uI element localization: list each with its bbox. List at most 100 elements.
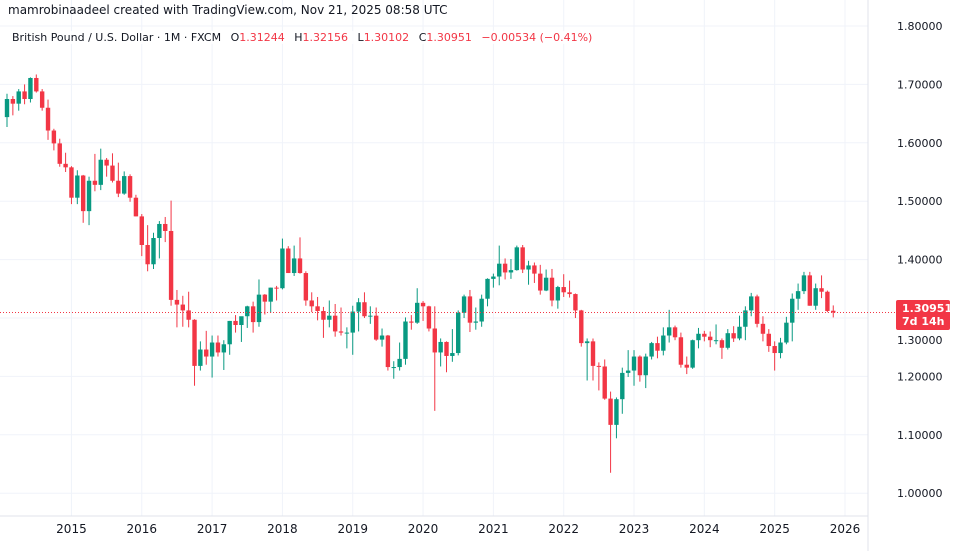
candle-body [309, 300, 314, 307]
candle-body [579, 310, 584, 344]
candle-body [456, 312, 461, 354]
y-tick-label: 1.00000 [897, 487, 943, 500]
candle-body [432, 328, 437, 353]
candle-body [332, 315, 338, 332]
candle-body [538, 273, 543, 291]
candle-body [461, 296, 467, 313]
candle-body [92, 180, 98, 185]
candle-body [186, 310, 191, 320]
candle-body [708, 336, 713, 341]
candle-body [344, 332, 350, 334]
candle-body [180, 304, 185, 311]
open-value: 1.31244 [239, 31, 285, 44]
candle-body [362, 302, 367, 317]
y-tick-label: 1.70000 [897, 78, 943, 91]
candle-body [157, 223, 162, 238]
candle-body [573, 294, 578, 311]
y-tick-label: 1.20000 [897, 370, 943, 383]
candle-body [444, 341, 449, 356]
candle-body [28, 77, 33, 99]
candle-body [678, 337, 684, 365]
candle-body [590, 341, 596, 366]
candle-body [725, 333, 730, 348]
candle-body [438, 341, 443, 353]
candle-body [473, 321, 478, 323]
candle-body [104, 159, 109, 166]
last-price-value: 1.30951 [902, 302, 953, 315]
candle-body [127, 176, 133, 198]
candle-body [502, 263, 508, 273]
candle-body [403, 321, 408, 359]
candle-body [690, 340, 695, 368]
symbol-name[interactable]: British Pound / U.S. Dollar · 1M · FXCM [12, 31, 222, 44]
candle-body [192, 319, 197, 366]
candle-body [778, 342, 783, 354]
candle-body [151, 237, 156, 265]
candle-body [813, 288, 818, 306]
candle-body [379, 335, 385, 340]
candle-body [303, 273, 309, 301]
candle-body [39, 91, 45, 108]
candle-body [198, 349, 203, 366]
high-value: 1.32156 [302, 31, 349, 44]
candle-body [450, 353, 455, 356]
candle-body [655, 343, 660, 351]
y-tick-label: 1.50000 [897, 195, 943, 208]
candle-body [250, 306, 256, 323]
candle-body [4, 99, 10, 118]
candle-body [385, 335, 391, 368]
candle-body [321, 310, 326, 320]
candle-body [315, 306, 320, 311]
candle-body [749, 296, 754, 311]
close-label: C [418, 31, 427, 44]
candle-body [145, 245, 150, 265]
candle-body [608, 398, 613, 425]
candle-body [520, 247, 525, 270]
candle-body [485, 278, 490, 299]
candle-body [75, 175, 80, 198]
candle-body [801, 275, 807, 292]
candle-body [614, 399, 619, 425]
candle-body [297, 258, 303, 274]
candle-body [174, 299, 180, 305]
candle-body [373, 315, 379, 340]
candle-body [555, 287, 561, 301]
x-tick-label: 2015 [56, 522, 87, 536]
candle-body [122, 176, 127, 194]
symbol-legend: British Pound / U.S. Dollar · 1M · FXCM … [12, 31, 593, 44]
x-tick-label: 2025 [759, 522, 790, 536]
low-label: L [357, 31, 364, 44]
y-tick-label: 1.60000 [897, 137, 943, 150]
candle-body [10, 99, 16, 104]
candle-body [631, 356, 637, 371]
candle-body [514, 247, 520, 271]
candle-body [16, 91, 21, 104]
candle-body [795, 291, 801, 299]
candle-body [45, 107, 51, 131]
x-tick-label: 2017 [197, 522, 228, 536]
candle-body [22, 91, 27, 99]
candle-body [338, 331, 344, 333]
bar-countdown: 7d 14h [902, 315, 945, 328]
candle-body [549, 277, 555, 301]
candle-body [661, 335, 666, 351]
candle-body [596, 365, 602, 367]
candle-body [163, 223, 168, 231]
candle-body [168, 230, 174, 300]
candle-body [350, 311, 355, 333]
candle-body [696, 333, 701, 341]
candle-body [268, 287, 273, 302]
candle-body [368, 315, 373, 317]
candle-body [643, 356, 648, 376]
candle-body [819, 288, 824, 292]
x-tick-label: 2024 [689, 522, 720, 536]
candle-body [584, 341, 590, 344]
candle-body [807, 275, 813, 306]
candle-body [409, 321, 414, 323]
candle-body [467, 296, 473, 323]
candle-body [649, 343, 654, 357]
candle-body [51, 130, 57, 144]
candle-body [831, 310, 836, 313]
x-tick-label: 2026 [830, 522, 861, 536]
